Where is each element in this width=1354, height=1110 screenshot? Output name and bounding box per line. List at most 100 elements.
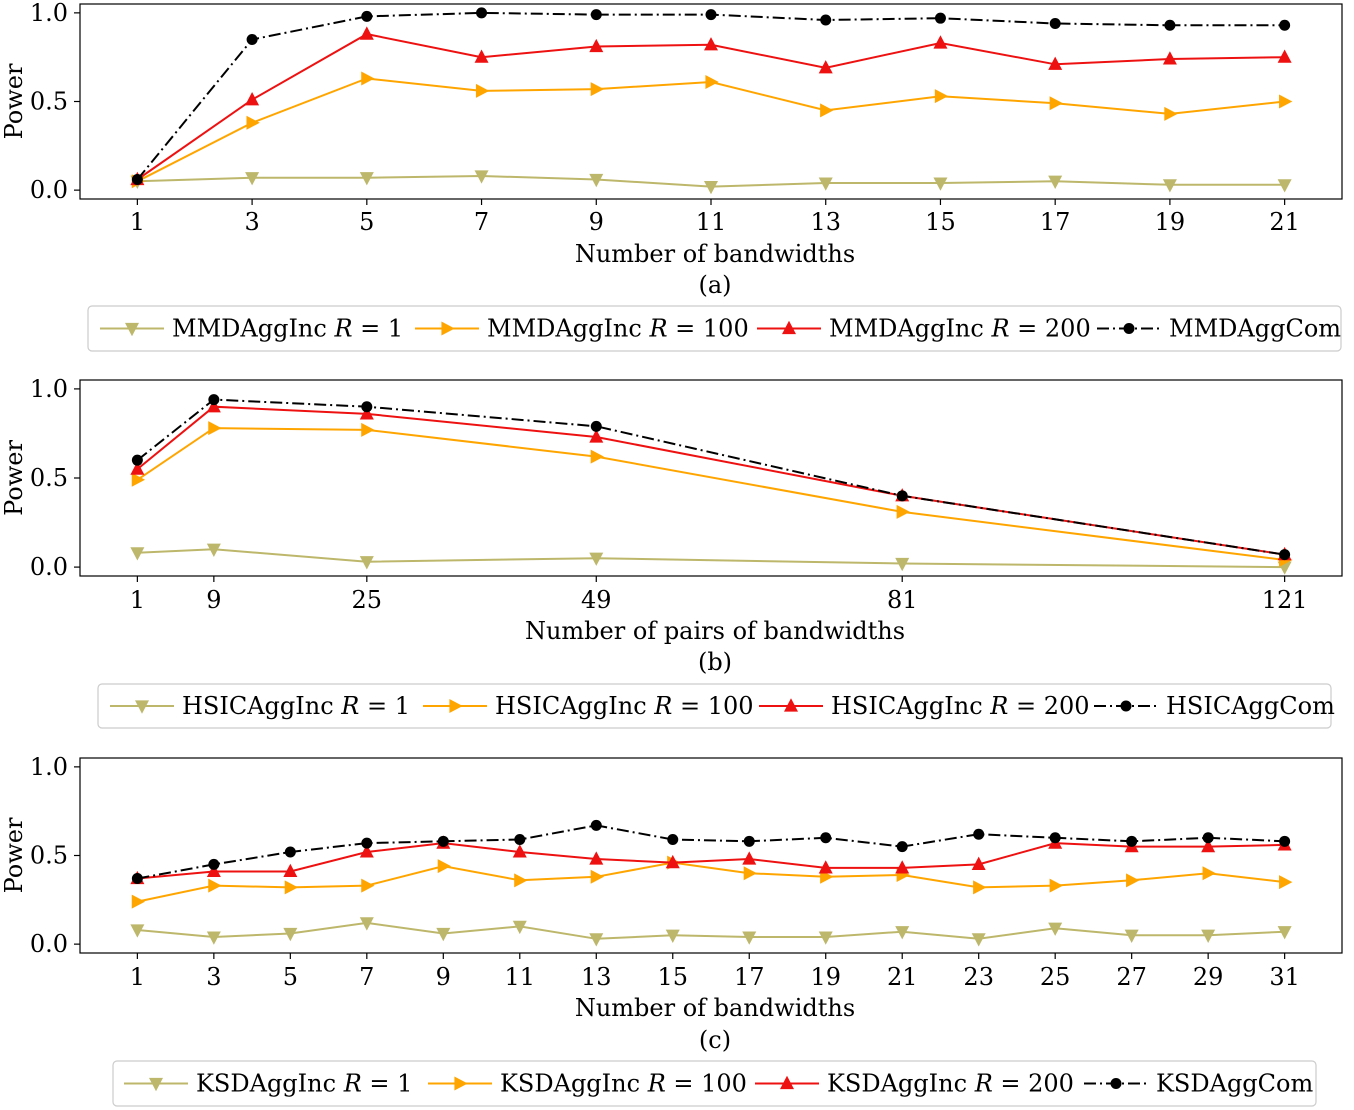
legend-item-r200: KSDAggInc R = 200 bbox=[755, 1070, 1074, 1098]
data-point bbox=[359, 406, 374, 420]
data-point bbox=[1049, 96, 1063, 111]
data-point bbox=[208, 421, 222, 436]
legend-item-r1: KSDAggInc R = 1 bbox=[124, 1070, 412, 1098]
data-point bbox=[361, 837, 373, 849]
data-point bbox=[1164, 106, 1178, 121]
legend-marker bbox=[125, 322, 139, 337]
data-point bbox=[1048, 175, 1063, 189]
legend-r-symbol: R bbox=[983, 692, 1009, 720]
x-tick-label: 5 bbox=[359, 208, 374, 236]
data-point bbox=[1048, 56, 1063, 70]
data-point bbox=[1049, 878, 1063, 893]
legend-frame bbox=[97, 683, 1332, 729]
legend-r-value: 100 bbox=[708, 692, 754, 720]
data-point bbox=[1126, 873, 1140, 888]
data-point bbox=[131, 873, 143, 885]
data-point bbox=[1201, 929, 1216, 943]
data-point bbox=[130, 547, 145, 561]
data-point bbox=[436, 927, 451, 942]
legend-equals: = bbox=[359, 692, 394, 720]
data-point bbox=[208, 878, 222, 893]
legend-label: HSICAggInc R = 1 bbox=[182, 692, 410, 720]
series-r1 bbox=[130, 917, 1292, 947]
data-point bbox=[818, 931, 833, 945]
data-point bbox=[284, 846, 296, 858]
data-point bbox=[1202, 832, 1214, 844]
data-point bbox=[743, 835, 755, 847]
data-point bbox=[742, 931, 757, 945]
legend-item-r100: HSICAggInc R = 100 bbox=[423, 692, 754, 720]
series-r100 bbox=[131, 71, 1293, 189]
legend: HSICAggInc R = 1 HSICAggInc R = 100 HSICAg… bbox=[97, 683, 1335, 729]
y-tick-label: 0.0 bbox=[30, 176, 68, 204]
legend-label-name: KSDAggInc bbox=[500, 1070, 640, 1098]
data-point bbox=[705, 9, 717, 21]
data-point bbox=[590, 449, 604, 464]
data-point bbox=[131, 454, 143, 466]
y-axis-label: Power bbox=[0, 817, 28, 893]
legend-label: HSICAggCom bbox=[1166, 692, 1335, 720]
panel-caption: (b) bbox=[698, 648, 732, 676]
legend-label-name: MMDAggInc bbox=[487, 315, 642, 343]
data-point bbox=[246, 115, 260, 130]
data-point bbox=[206, 863, 221, 878]
data-point bbox=[895, 557, 910, 572]
series-line bbox=[137, 842, 1285, 880]
legend-label-name: HSICAggInc bbox=[495, 692, 647, 720]
legend-label-name: KSDAggInc bbox=[196, 1070, 336, 1098]
data-point bbox=[1277, 179, 1292, 193]
series-r200 bbox=[130, 399, 1292, 561]
legend-item-r100: KSDAggInc R = 100 bbox=[428, 1070, 747, 1098]
data-point bbox=[590, 82, 604, 97]
legend-r-symbol: R bbox=[984, 315, 1010, 343]
x-tick-label: 19 bbox=[1155, 208, 1186, 236]
legend-r-value: 100 bbox=[701, 1070, 747, 1098]
data-point bbox=[896, 841, 908, 853]
data-point bbox=[973, 880, 987, 895]
x-axis-label: Number of bandwidths bbox=[575, 240, 855, 268]
series-line bbox=[137, 824, 1285, 880]
x-tick-label: 9 bbox=[589, 208, 604, 236]
data-point bbox=[1162, 179, 1177, 193]
data-point bbox=[476, 7, 488, 19]
plot-frame bbox=[79, 3, 1343, 200]
data-point bbox=[818, 60, 833, 74]
data-point bbox=[820, 103, 834, 118]
x-tick-label: 7 bbox=[359, 963, 374, 991]
data-point bbox=[1277, 926, 1292, 940]
x-tick-label: 1 bbox=[130, 208, 145, 236]
legend-label-name: MMDAggInc bbox=[829, 315, 984, 343]
series-com bbox=[131, 819, 1291, 885]
legend-marker bbox=[784, 698, 798, 712]
data-point bbox=[818, 177, 833, 191]
series-r100 bbox=[131, 855, 1293, 909]
data-point bbox=[246, 33, 258, 45]
data-point bbox=[361, 401, 373, 413]
x-tick-label: 9 bbox=[206, 586, 221, 614]
legend-item-com: MMDAggCom bbox=[1097, 315, 1341, 343]
legend-label: KSDAggCom bbox=[1156, 1070, 1313, 1098]
series-line bbox=[137, 861, 1285, 903]
data-point bbox=[1279, 835, 1291, 847]
legend-equals: = bbox=[353, 315, 388, 343]
x-axis-label: Number of bandwidths bbox=[575, 994, 855, 1022]
y-tick-label: 0.5 bbox=[30, 464, 68, 492]
data-point bbox=[1277, 49, 1292, 63]
legend-r-value: 1 bbox=[388, 315, 403, 343]
data-point bbox=[359, 844, 374, 858]
y-axis-label: Power bbox=[0, 63, 28, 139]
data-point bbox=[973, 828, 985, 840]
series-com bbox=[131, 7, 1291, 185]
legend-item-r200: HSICAggInc R = 200 bbox=[759, 692, 1090, 720]
x-tick-label: 11 bbox=[696, 208, 727, 236]
legend-r-symbol: R bbox=[647, 692, 673, 720]
data-point bbox=[130, 461, 145, 475]
data-point bbox=[896, 490, 908, 502]
data-point bbox=[474, 49, 489, 63]
x-tick-label: 121 bbox=[1262, 586, 1308, 614]
legend-label: MMDAggInc R = 1 bbox=[172, 315, 403, 343]
data-point bbox=[206, 931, 221, 945]
series-line bbox=[136, 77, 1285, 183]
x-tick-label: 17 bbox=[1040, 208, 1071, 236]
